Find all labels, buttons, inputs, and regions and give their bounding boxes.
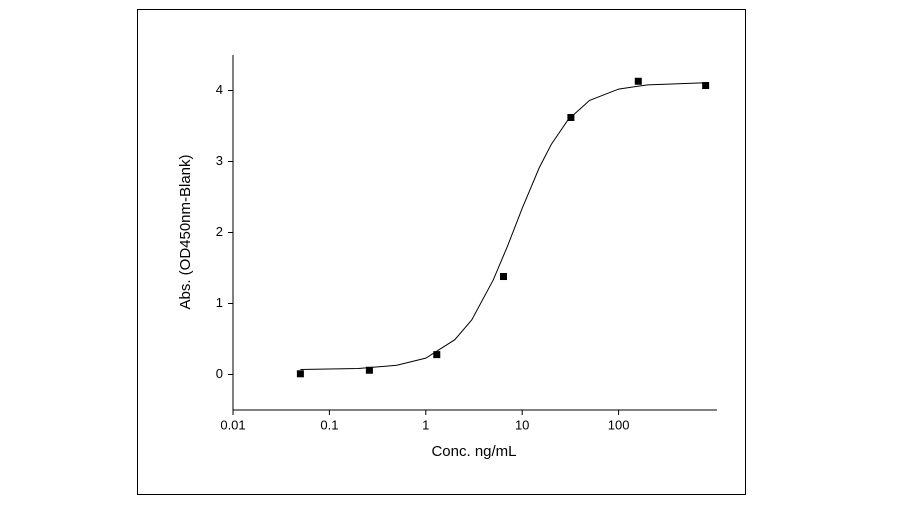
x-axis-label: Conc. ng/mL (431, 443, 516, 460)
data-point (296, 370, 304, 378)
data-point (433, 351, 441, 359)
x-tick-label: 100 (608, 417, 630, 432)
x-tick-label: 0.1 (320, 417, 338, 432)
data-point (365, 366, 373, 374)
y-axis-label: Abs. (OD450nm-Blank) (177, 154, 194, 309)
fit-curve (300, 82, 706, 371)
y-tick-label: 1 (216, 295, 223, 310)
data-point (500, 273, 508, 281)
y-tick-label: 3 (216, 153, 223, 168)
y-tick-label: 0 (216, 366, 223, 381)
x-tick-label: 1 (422, 417, 429, 432)
data-point (702, 82, 710, 90)
frame (137, 9, 746, 495)
x-tick-label: 0.01 (220, 417, 245, 432)
data-point (634, 77, 642, 85)
y-tick-label: 4 (216, 82, 223, 97)
x-tick-label: 10 (515, 417, 529, 432)
y-tick-label: 2 (216, 224, 223, 239)
